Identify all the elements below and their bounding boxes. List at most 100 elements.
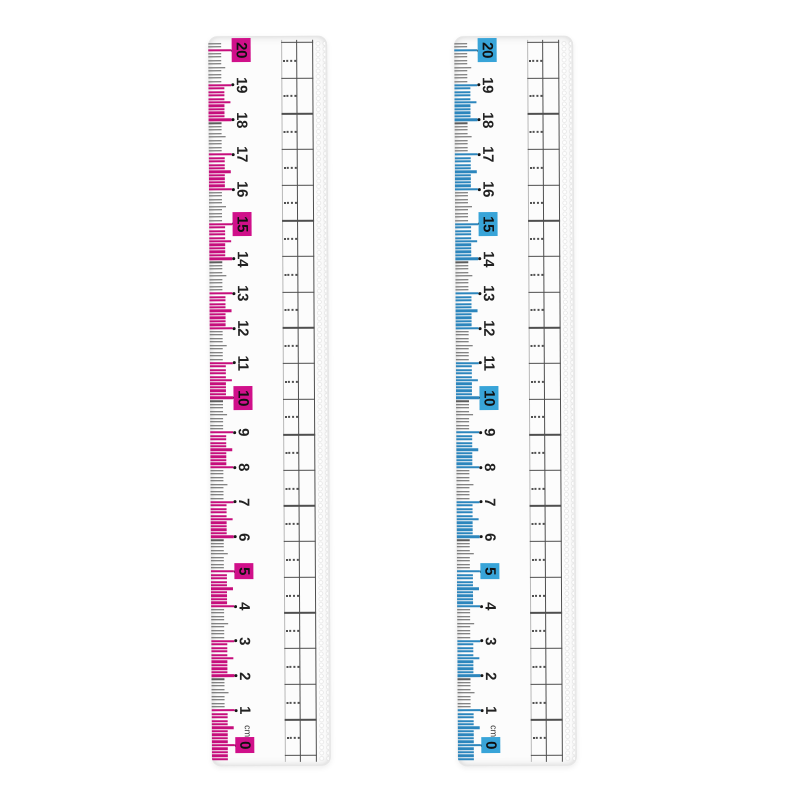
colored-mm-tick [210,438,227,441]
cm-number-text: 12 [480,320,498,337]
grid-horizontal-line [281,184,315,186]
cm-number-text: 4 [481,602,499,611]
cm-number-text: 10 [233,385,253,410]
colored-mm-tick [455,361,479,365]
gray-mm-tick [455,285,468,288]
colored-mm-tick [457,601,474,604]
grid-dotted-line [532,630,546,633]
colored-mm-tick [457,664,474,667]
colored-mm-tick [210,514,227,518]
colored-mm-tick [208,118,232,121]
colored-mm-tick [454,177,471,181]
colored-mm-tick [455,233,472,236]
grid-horizontal-line [527,184,561,186]
grid-dotted-line [286,630,300,633]
grid-horizontal-line [282,255,315,258]
gray-mm-tick [455,400,469,402]
colored-mm-tick [209,396,233,399]
cm-number-text: 10 [479,385,499,410]
cm-number-text: 4 [235,602,253,611]
colored-mm-tick [456,518,479,521]
cm-number-text: 5 [234,563,254,580]
colored-mm-tick [210,455,227,459]
gray-mm-tick [211,699,225,701]
gray-mm-tick [456,546,470,548]
gray-mm-tick [456,550,470,552]
cm-number-label-highlighted: 0 [481,737,501,754]
pink-ruler: 0 1 2 3 4 5 6 7 8 9 10 11 12 13 14 15 16 17 18 19 20 cm [208,35,331,767]
colored-mm-tick [457,667,474,670]
grid-dotted-line [530,344,544,347]
colored-mm-tick [457,709,481,712]
colored-mm-tick [208,160,225,163]
grid-horizontal-line [530,719,564,721]
grid-dotted-line [531,558,545,561]
grid-dotted-line [529,130,543,134]
gray-mm-tick [454,195,468,197]
grid-dotted-line [530,273,544,276]
grid-horizontal-line [530,683,563,686]
gray-mm-tick [455,352,469,354]
colored-mm-tick [210,431,234,434]
grid-dotted-line [531,416,545,419]
gray-mm-tick [211,692,229,694]
gray-mm-tick [456,470,469,472]
gray-mm-tick [456,421,469,423]
colored-mm-tick [454,163,471,167]
grid-dotted-line [530,309,544,312]
gray-mm-tick [454,146,468,149]
gray-mm-tick [209,279,222,281]
colored-mm-tick [455,368,472,372]
colored-mm-tick [209,372,226,375]
gray-mm-tick [454,70,467,72]
colored-mm-tick [208,184,225,187]
grid-horizontal-line [281,113,314,115]
gray-mm-tick [208,46,221,48]
cm-number-label: 13 [234,285,251,301]
colored-mm-tick [454,118,478,121]
gray-mm-tick [208,122,222,124]
colored-mm-tick [457,754,474,757]
colored-mm-tick [455,257,479,260]
colored-mm-tick [454,87,471,90]
gray-mm-tick [457,682,470,684]
colored-mm-tick [209,327,233,330]
colored-mm-tick [456,462,473,465]
colored-mm-tick [455,316,472,320]
gray-mm-tick [210,539,224,541]
colored-mm-tick [456,532,473,535]
gray-mm-tick [454,126,468,128]
gray-mm-tick [209,338,223,340]
gray-mm-tick [210,543,224,545]
colored-mm-tick [210,518,233,521]
gray-mm-tick [210,418,223,420]
gray-mm-tick [456,428,469,430]
cm-number-label: 18 [233,112,250,128]
gray-mm-tick [211,612,224,614]
colored-mm-tick [208,177,225,181]
cm-number-label: 11 [480,355,497,370]
cm-number-text: 14 [479,250,497,267]
cm-number-text: 2 [481,671,499,680]
gray-mm-tick [456,411,469,413]
grid-horizontal-line [528,255,561,258]
colored-mm-tick [211,740,228,743]
cm-number-text: 0 [235,737,255,754]
cm-number-text: 20 [477,38,497,63]
colored-mm-tick [208,163,225,167]
colored-mm-tick [210,577,227,580]
colored-mm-tick [455,243,472,247]
colored-mm-tick [457,747,474,750]
colored-mm-tick [456,521,473,525]
gray-mm-tick [208,146,222,149]
colored-mm-tick [211,598,228,601]
gray-mm-tick [456,404,469,406]
cm-number-label-highlighted: 5 [234,563,254,580]
colored-mm-tick [455,393,472,396]
gray-mm-tick [454,202,468,204]
cm-number-text: 12 [234,320,252,337]
grid-dotted-line [284,309,298,312]
colored-mm-tick [211,726,234,730]
colored-mm-tick [457,733,474,737]
gray-mm-tick [210,557,224,559]
